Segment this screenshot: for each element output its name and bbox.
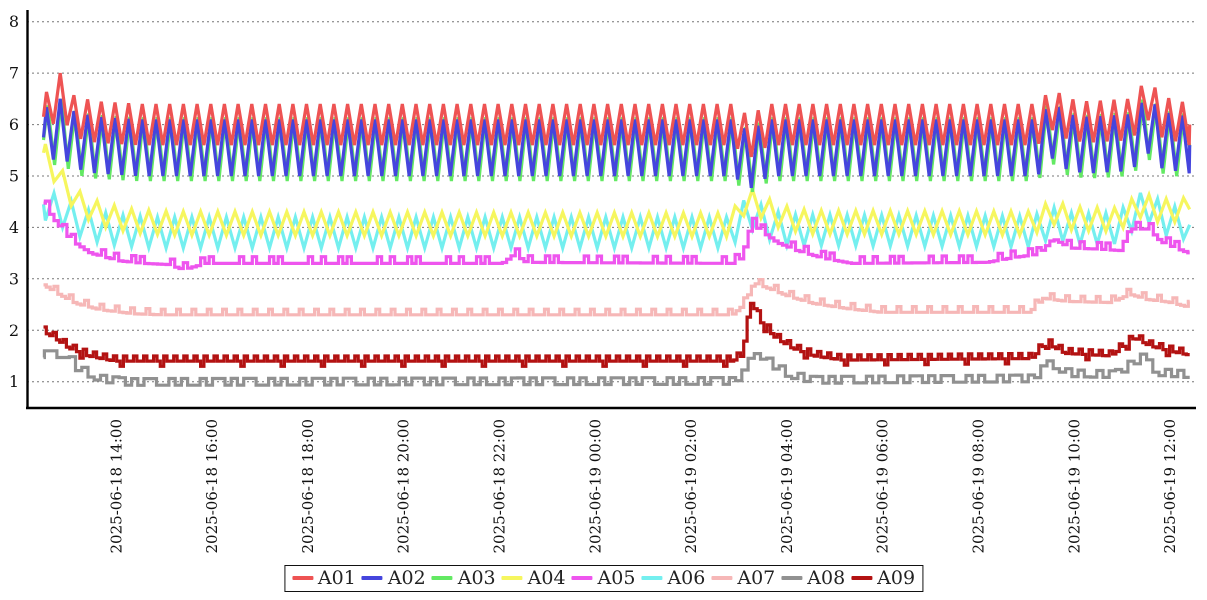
y-tick-label: 3: [9, 269, 19, 288]
legend-label-a01: A01: [317, 567, 356, 589]
x-tick-label: 2025-06-19 00:00: [586, 419, 604, 553]
series-line-A08: [42, 349, 1190, 387]
legend-swatch-a04: [501, 576, 523, 581]
x-tick-label: 2025-06-18 18:00: [299, 419, 317, 553]
y-tick-label: 5: [9, 167, 19, 186]
x-tick-label: 2025-06-18 16:00: [203, 419, 221, 553]
series-line-A07: [43, 278, 1190, 317]
x-tick-label: 2025-06-19 04:00: [778, 419, 796, 553]
legend-swatch-a02: [361, 576, 383, 581]
x-axis-labels: 2025-06-18 14:00 2025-06-18 16:00 2025-06-…: [107, 419, 1179, 553]
series-line-A03: [41, 98, 1192, 193]
y-tick-label: 2: [9, 321, 19, 340]
y-tick-label: 8: [9, 12, 19, 31]
series-group: [41, 72, 1192, 387]
series-line-A09: [43, 301, 1190, 368]
legend-swatch-a03: [431, 576, 453, 581]
legend-item-a06: A06: [641, 568, 705, 589]
x-tick-label: 2025-06-18 22:00: [491, 419, 509, 553]
legend-item-a04: A04: [501, 567, 566, 589]
x-tick-label: 2025-06-19 10:00: [1065, 419, 1083, 553]
y-tick-label: 4: [9, 218, 19, 237]
legend-swatch-a07: [711, 576, 733, 581]
x-tick-label: 2025-06-19 02:00: [682, 419, 700, 553]
legend-label-a06: A06: [667, 567, 706, 589]
legend-label-a05: A05: [597, 567, 636, 589]
x-tick-label: 2025-06-18 14:00: [107, 419, 125, 553]
legend-item-a01: A01: [291, 567, 356, 589]
legend-label-a09: A09: [877, 567, 916, 589]
series-line-A01: [41, 72, 1192, 158]
legend-item-a05: A05: [571, 567, 636, 589]
legend-label-a07: A07: [737, 567, 776, 589]
legend-box: A01 A02 A03 A04 A05 A06 A07 A08 A09: [283, 565, 924, 592]
y-tick-label: 1: [9, 372, 19, 391]
legend-label-a02: A02: [387, 567, 426, 589]
legend-swatch-a09: [851, 576, 873, 581]
y-axis-labels: 1 2 3 4 5 6 7 8: [9, 12, 19, 391]
axes: [26, 10, 1196, 410]
legend-swatch-a06: [641, 576, 663, 581]
legend-item-a09: A09: [851, 568, 915, 589]
legend-swatch-a01: [291, 576, 313, 581]
series-line-A05: [43, 199, 1190, 271]
y-tick-label: 7: [9, 64, 19, 83]
x-tick-label: 2025-06-19 08:00: [970, 419, 988, 553]
legend-item-a02: A02: [361, 567, 426, 589]
series-line-A04: [41, 143, 1192, 242]
series-line-A02: [41, 98, 1192, 188]
legend-label-a03: A03: [457, 567, 496, 589]
legend-item-a08: A08: [781, 568, 845, 589]
y-tick-label: 6: [9, 115, 19, 134]
x-tick-label: 2025-06-19 06:00: [874, 419, 892, 553]
legend-label-a08: A08: [807, 567, 846, 589]
gridlines: [27, 21, 1196, 383]
legend-item-a07: A07: [711, 568, 775, 589]
legend-label-a04: A04: [527, 567, 566, 589]
x-tick-label: 2025-06-19 12:00: [1161, 419, 1179, 553]
legend-item-a03: A03: [431, 567, 496, 589]
legend-swatch-a08: [781, 576, 803, 581]
x-tick-label: 2025-06-18 20:00: [395, 419, 413, 553]
legend-swatch-a05: [571, 576, 593, 581]
